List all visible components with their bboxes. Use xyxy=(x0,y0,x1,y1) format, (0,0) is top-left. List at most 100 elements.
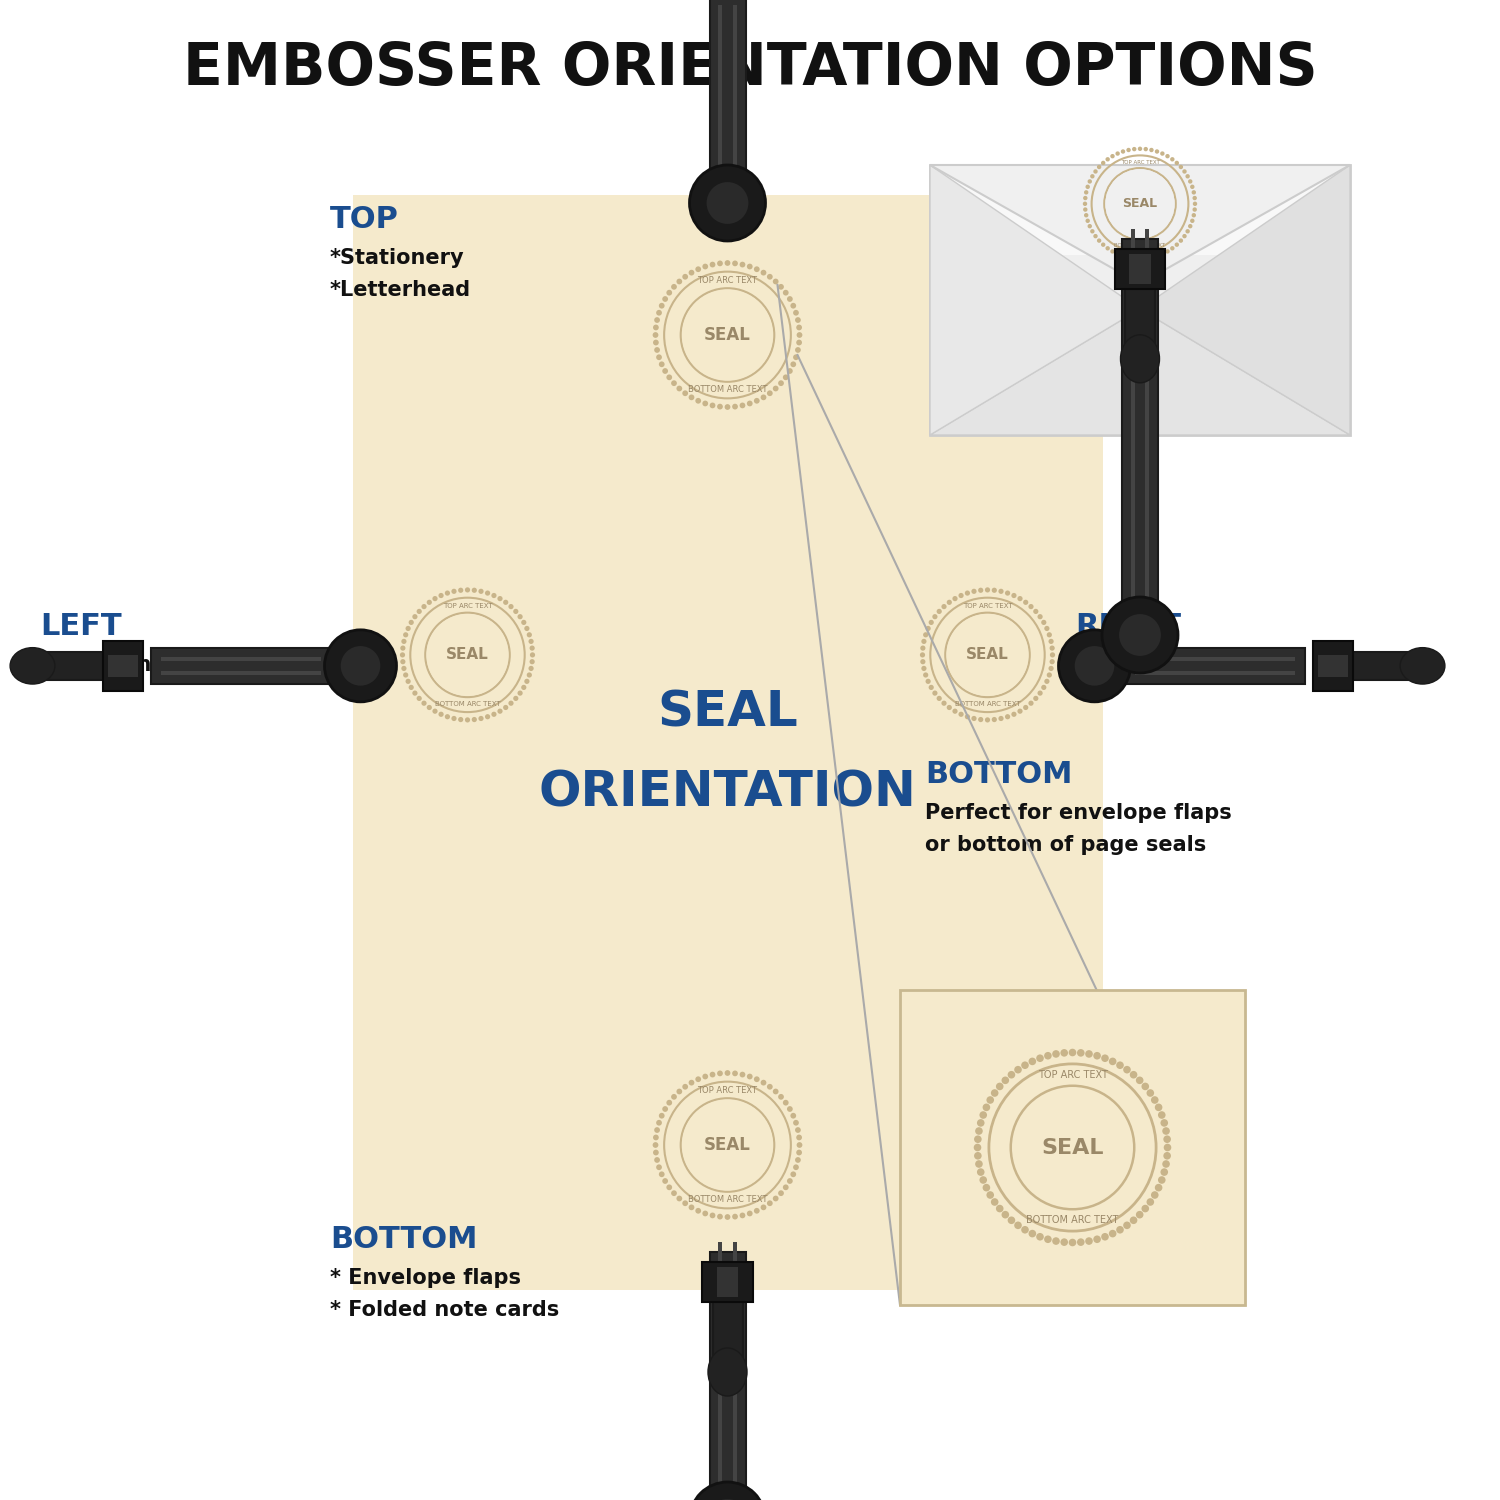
Circle shape xyxy=(656,310,662,315)
Circle shape xyxy=(794,354,800,360)
Circle shape xyxy=(663,296,668,302)
Circle shape xyxy=(688,1080,694,1086)
Text: TOP ARC TEXT: TOP ARC TEXT xyxy=(698,1086,758,1095)
Circle shape xyxy=(654,1126,660,1132)
Circle shape xyxy=(696,1208,700,1214)
Circle shape xyxy=(766,390,772,396)
Circle shape xyxy=(717,261,723,267)
Text: RIGHT: RIGHT xyxy=(1076,612,1180,640)
Circle shape xyxy=(794,1120,800,1125)
Circle shape xyxy=(1013,1088,1132,1208)
Text: SEAL: SEAL xyxy=(704,1136,752,1154)
Circle shape xyxy=(710,402,716,408)
Circle shape xyxy=(1108,1058,1116,1065)
Circle shape xyxy=(1041,686,1047,690)
Circle shape xyxy=(509,604,513,609)
Circle shape xyxy=(1102,597,1178,674)
Circle shape xyxy=(795,346,801,352)
Text: *Stationery: *Stationery xyxy=(330,248,465,268)
Circle shape xyxy=(458,717,464,722)
Circle shape xyxy=(426,705,432,710)
Bar xyxy=(1144,230,1149,674)
Circle shape xyxy=(710,1212,716,1218)
Text: BOTTOM ARC TEXT: BOTTOM ARC TEXT xyxy=(1026,1215,1119,1224)
Text: * Book page: * Book page xyxy=(1076,656,1203,675)
Circle shape xyxy=(530,645,534,651)
Circle shape xyxy=(987,1096,994,1104)
Text: Perfect for envelope flaps: Perfect for envelope flaps xyxy=(926,802,1232,824)
Circle shape xyxy=(1106,170,1174,238)
Bar xyxy=(1131,230,1136,674)
Circle shape xyxy=(1083,207,1088,212)
Circle shape xyxy=(978,588,984,592)
Circle shape xyxy=(405,626,411,632)
Circle shape xyxy=(1110,249,1114,254)
Circle shape xyxy=(1029,604,1033,609)
Circle shape xyxy=(1155,150,1160,153)
Circle shape xyxy=(975,1126,982,1136)
Circle shape xyxy=(1166,249,1170,254)
Text: SEAL: SEAL xyxy=(657,688,798,736)
Circle shape xyxy=(921,645,926,651)
Circle shape xyxy=(1185,174,1190,178)
Bar xyxy=(712,1282,742,1372)
Circle shape xyxy=(1084,1050,1094,1058)
Circle shape xyxy=(778,1094,784,1100)
Circle shape xyxy=(1044,1236,1052,1244)
Circle shape xyxy=(1192,201,1197,206)
Circle shape xyxy=(525,626,530,632)
Circle shape xyxy=(1142,1083,1149,1090)
Circle shape xyxy=(992,588,998,592)
Text: SEAL: SEAL xyxy=(966,648,1010,663)
Circle shape xyxy=(1090,174,1095,178)
Circle shape xyxy=(666,290,672,296)
Circle shape xyxy=(1101,1054,1108,1062)
Circle shape xyxy=(1185,230,1190,234)
Circle shape xyxy=(760,394,766,400)
Polygon shape xyxy=(930,165,1350,284)
Circle shape xyxy=(796,1142,802,1148)
Circle shape xyxy=(1132,147,1137,152)
Circle shape xyxy=(706,182,748,224)
Circle shape xyxy=(1119,614,1161,656)
Circle shape xyxy=(1162,1160,1170,1168)
Circle shape xyxy=(1136,1077,1143,1084)
Circle shape xyxy=(1050,645,1054,651)
Circle shape xyxy=(1190,184,1194,189)
Circle shape xyxy=(1160,152,1164,156)
Polygon shape xyxy=(930,165,1140,435)
Circle shape xyxy=(1038,614,1042,620)
Circle shape xyxy=(796,1149,802,1155)
Circle shape xyxy=(1170,158,1174,162)
Circle shape xyxy=(1090,230,1095,234)
Circle shape xyxy=(1132,256,1137,261)
Circle shape xyxy=(921,639,927,644)
Circle shape xyxy=(980,1112,987,1119)
Circle shape xyxy=(518,690,522,696)
Circle shape xyxy=(732,1214,738,1219)
Circle shape xyxy=(1077,1048,1084,1056)
Circle shape xyxy=(402,666,406,670)
Circle shape xyxy=(1068,1048,1077,1056)
Circle shape xyxy=(766,274,772,279)
Circle shape xyxy=(525,678,530,684)
Circle shape xyxy=(975,1160,982,1168)
Circle shape xyxy=(1083,196,1088,201)
Circle shape xyxy=(921,666,927,670)
Text: BOTTOM ARC TEXT: BOTTOM ARC TEXT xyxy=(1114,243,1166,248)
Circle shape xyxy=(1179,238,1184,243)
Circle shape xyxy=(676,386,682,392)
Circle shape xyxy=(942,700,946,706)
Circle shape xyxy=(1084,213,1089,217)
Circle shape xyxy=(696,398,700,404)
Circle shape xyxy=(492,711,496,717)
Circle shape xyxy=(652,339,658,345)
Circle shape xyxy=(740,402,746,408)
Bar xyxy=(102,640,142,692)
Circle shape xyxy=(772,386,778,392)
Circle shape xyxy=(986,717,990,723)
Circle shape xyxy=(652,332,658,338)
Circle shape xyxy=(933,614,938,620)
Circle shape xyxy=(795,1126,801,1132)
Circle shape xyxy=(710,1071,716,1077)
